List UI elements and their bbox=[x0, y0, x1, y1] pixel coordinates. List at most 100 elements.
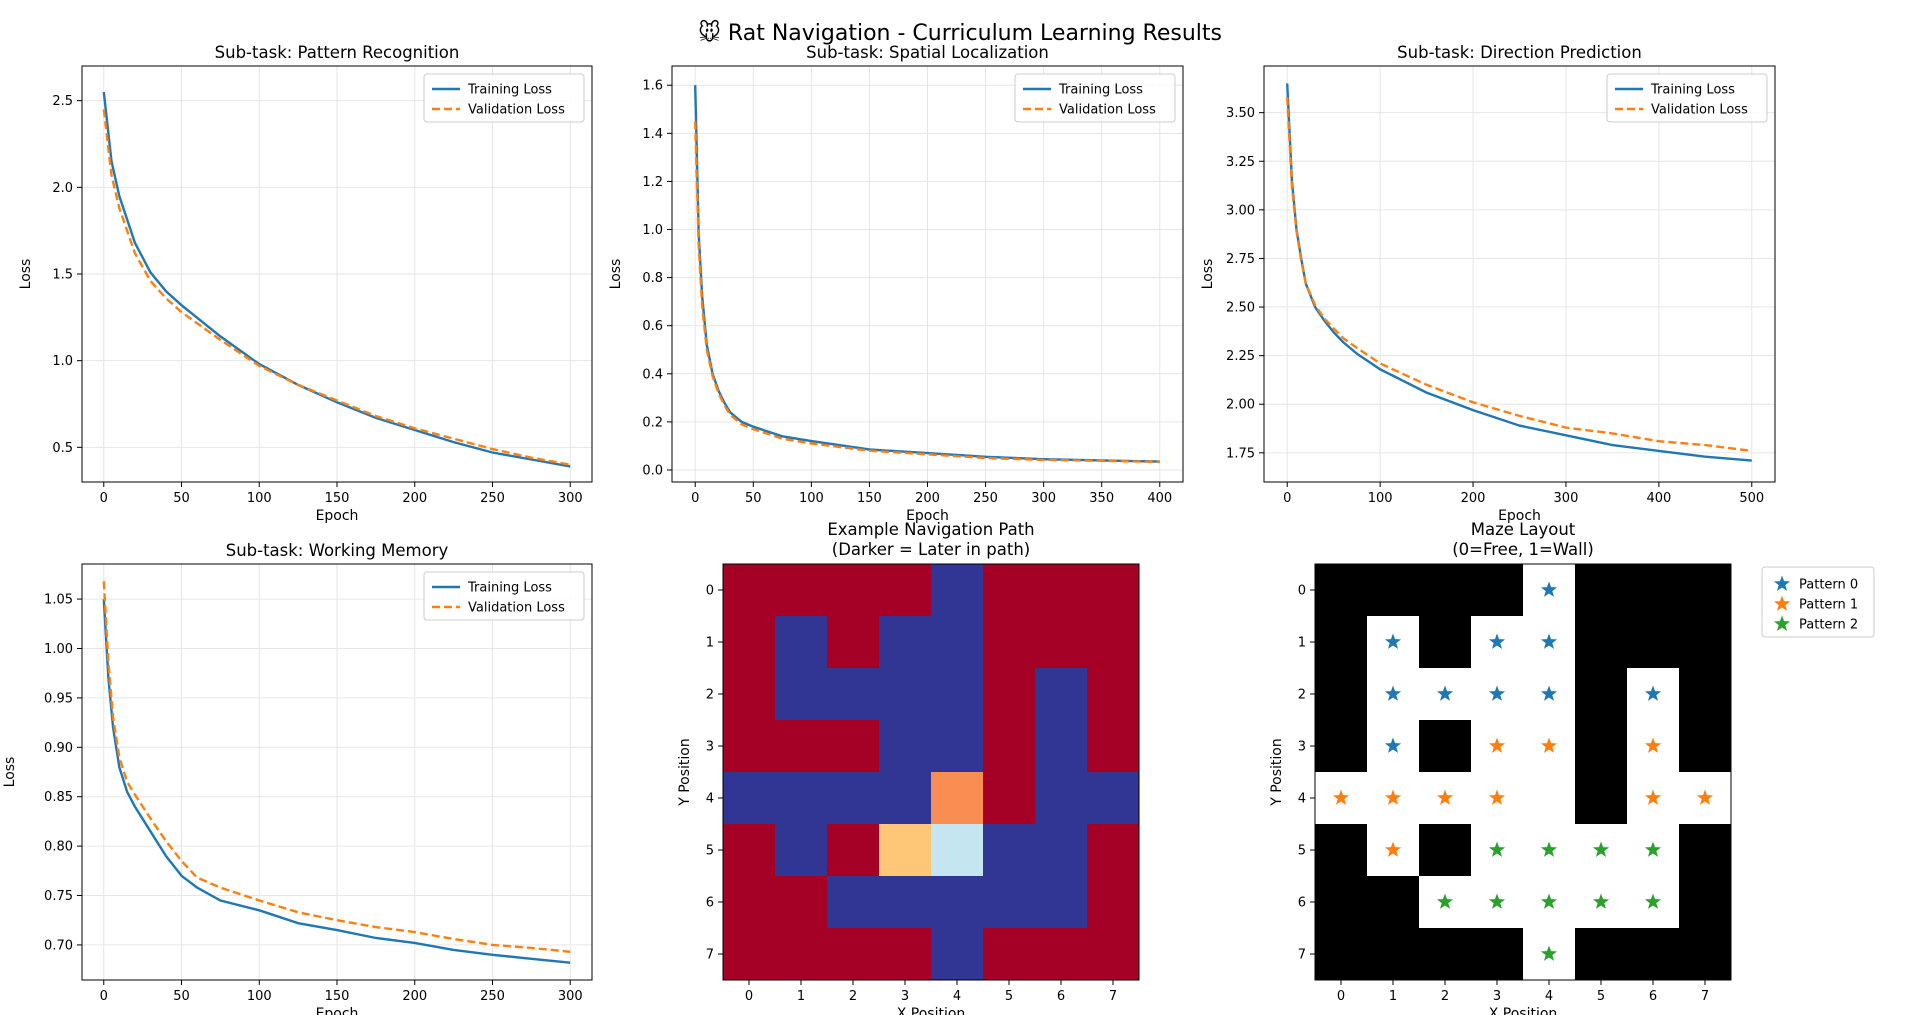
line-chart-1: 0 50 100 150 200 250 300 350 400 0.0 0.2 0.4 0.6 0.8 1… bbox=[608, 43, 1184, 524]
x-tick-label: 50 bbox=[745, 491, 762, 506]
y-axis-label: Loss bbox=[2, 757, 18, 788]
chart-title-line: (Darker = Later in path) bbox=[832, 540, 1030, 559]
y-tick-label: 1.05 bbox=[44, 593, 73, 608]
heatmap-cell bbox=[723, 564, 776, 617]
x-axis-label: X Position bbox=[897, 1006, 966, 1015]
legend-swatch bbox=[1773, 595, 1791, 611]
maze-cell bbox=[1367, 564, 1420, 617]
heatmap-cell bbox=[1035, 668, 1088, 721]
x-tick-label: 1 bbox=[797, 989, 805, 1004]
legend-label: Pattern 1 bbox=[1799, 598, 1858, 613]
y-tick-label: 0.8 bbox=[642, 271, 663, 286]
y-tick-label: 0.0 bbox=[642, 463, 663, 478]
legend: Training Loss Validation Loss bbox=[423, 73, 585, 123]
y-tick-label: 0.70 bbox=[44, 938, 73, 953]
y-tick-label: 2.5 bbox=[52, 94, 73, 109]
y-tick-label: 6 bbox=[706, 896, 714, 911]
heatmap-cell bbox=[775, 876, 828, 929]
y-tick-label: 3 bbox=[706, 740, 714, 755]
legend-label: Training Loss bbox=[467, 83, 552, 98]
pattern-marker bbox=[1540, 581, 1558, 597]
heatmap-cell bbox=[827, 876, 880, 929]
y-tick-label: 0 bbox=[706, 584, 714, 599]
x-tick-label: 0 bbox=[745, 989, 753, 1004]
x-tick-label: 150 bbox=[325, 989, 350, 1004]
maze-cell bbox=[1367, 928, 1420, 981]
maze-cell bbox=[1315, 668, 1368, 721]
series-line-validation bbox=[694, 121, 1160, 464]
pattern-marker bbox=[1644, 737, 1662, 753]
y-axis-label: Y Position bbox=[677, 738, 693, 807]
pattern-marker bbox=[1488, 841, 1506, 857]
y-axis-label: Y Position bbox=[1269, 738, 1285, 807]
x-tick-label: 200 bbox=[1461, 491, 1486, 506]
heatmap-cell bbox=[775, 616, 828, 669]
heatmap-cell bbox=[931, 772, 984, 825]
heatmap-cell bbox=[931, 720, 984, 773]
heatmap-cell bbox=[931, 928, 984, 981]
legend: Training Loss Validation Loss bbox=[1014, 73, 1176, 123]
chart-title: Sub-task: Direction Prediction bbox=[1397, 43, 1642, 62]
axes-frame bbox=[671, 65, 1184, 483]
heatmap-cell bbox=[723, 876, 776, 929]
legend-label: Training Loss bbox=[467, 581, 552, 596]
maze-cell bbox=[1315, 616, 1368, 669]
heatmap-cell bbox=[1087, 876, 1140, 929]
heatmap-cell bbox=[723, 824, 776, 877]
heatmap-cell bbox=[879, 564, 932, 617]
maze-cell bbox=[1471, 564, 1524, 617]
legend-label: Training Loss bbox=[1650, 83, 1735, 98]
series-line-validation bbox=[102, 109, 571, 466]
maze-cell bbox=[1315, 564, 1368, 617]
chart-title-line: Example Navigation Path bbox=[827, 520, 1034, 539]
x-tick-label: 150 bbox=[857, 491, 882, 506]
heatmap-cell bbox=[1087, 928, 1140, 981]
x-tick-label: 500 bbox=[1739, 491, 1764, 506]
x-tick-label: 250 bbox=[973, 491, 998, 506]
pattern-marker bbox=[1436, 893, 1454, 909]
heatmap-cell bbox=[1087, 824, 1140, 877]
pattern-marker bbox=[1488, 633, 1506, 649]
heatmap-cell bbox=[1035, 564, 1088, 617]
x-tick-label: 100 bbox=[1368, 491, 1393, 506]
heatmap-cell bbox=[879, 876, 932, 929]
maze-cell bbox=[1575, 564, 1628, 617]
maze-cell bbox=[1315, 928, 1368, 981]
x-tick-label: 7 bbox=[1109, 989, 1117, 1004]
heatmap-cell bbox=[1087, 668, 1140, 721]
heatmap-cell bbox=[827, 564, 880, 617]
y-tick-label: 1.75 bbox=[1226, 446, 1255, 461]
heatmap-cell bbox=[1087, 720, 1140, 773]
x-tick-label: 350 bbox=[1089, 491, 1114, 506]
heatmap-cell bbox=[775, 668, 828, 721]
legend: Pattern 0 Pattern 1 Pattern 2 bbox=[1761, 566, 1875, 638]
legend-box bbox=[423, 571, 585, 621]
heatmap-cell bbox=[1087, 772, 1140, 825]
maze-cell bbox=[1679, 564, 1732, 617]
maze-cell bbox=[1575, 928, 1628, 981]
maze-cell bbox=[1627, 564, 1680, 617]
legend-box bbox=[1606, 73, 1768, 123]
x-axis-label: X Position bbox=[1489, 1006, 1558, 1015]
pattern-marker bbox=[1540, 893, 1558, 909]
pattern-marker bbox=[1488, 789, 1506, 805]
x-axis-label: Epoch bbox=[906, 508, 949, 524]
y-tick-label: 7 bbox=[706, 948, 714, 963]
heatmap-cell bbox=[827, 772, 880, 825]
pattern-marker bbox=[1488, 893, 1506, 909]
maze-cell bbox=[1679, 616, 1732, 669]
legend-label: Validation Loss bbox=[1059, 103, 1156, 118]
x-tick-label: 50 bbox=[173, 491, 190, 506]
pattern-marker bbox=[1384, 737, 1402, 753]
pattern-marker bbox=[1540, 685, 1558, 701]
heatmap-cell bbox=[983, 720, 1036, 773]
pattern-marker bbox=[1540, 945, 1558, 961]
axes-frame bbox=[1263, 65, 1776, 483]
y-tick-label: 4 bbox=[1298, 792, 1306, 807]
line-chart-2: 0 100 200 300 400 500 1.75 2.00 2.25 2.50 2.75 3.00… bbox=[1200, 43, 1776, 524]
heatmap-cell bbox=[983, 616, 1036, 669]
series-line-training bbox=[102, 91, 571, 468]
heatmap-cell bbox=[775, 824, 828, 877]
heatmap-cell bbox=[775, 772, 828, 825]
y-tick-label: 5 bbox=[1298, 844, 1306, 859]
